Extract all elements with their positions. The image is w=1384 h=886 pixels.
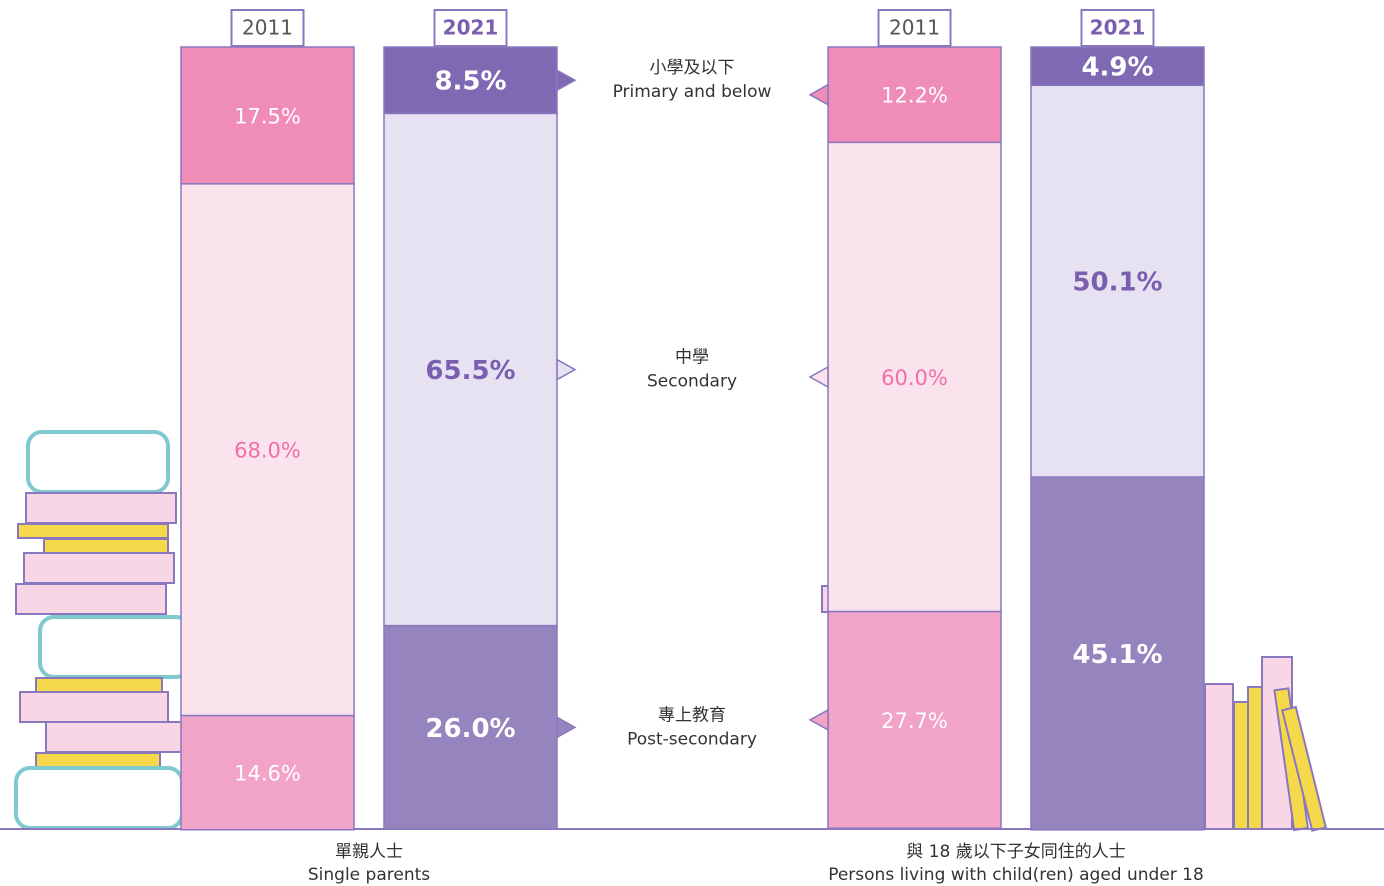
value-label: 60.0% [881, 366, 948, 390]
group-label-en: Single parents [308, 865, 430, 885]
bar-segment [827, 46, 1002, 144]
callout-notch [808, 83, 829, 106]
callout-notch [808, 708, 829, 732]
year-label: 2021 [1090, 16, 1146, 40]
value-label: 27.7% [881, 709, 948, 733]
value-label: 14.6% [234, 762, 301, 786]
year-label: 2011 [889, 16, 940, 40]
year-box [433, 9, 508, 47]
level-label-en: Post-secondary [627, 729, 757, 749]
callout-notch [556, 68, 577, 92]
bar-segment [827, 141, 1002, 613]
value-label: 50.1% [1072, 268, 1162, 298]
group-label-en: Persons living with child(ren) aged unde… [828, 865, 1204, 885]
year-label: 2011 [242, 16, 293, 40]
year-box [230, 9, 305, 47]
year-label: 2021 [443, 16, 499, 40]
value-label: 8.5% [434, 67, 506, 97]
year-box [1080, 9, 1155, 47]
book-decoration [14, 380, 1328, 832]
bar-segment [1030, 476, 1205, 831]
value-label: 12.2% [881, 84, 948, 108]
bar-segment [180, 714, 355, 831]
value-label: 4.9% [1081, 53, 1153, 83]
bar-segment [1030, 46, 1205, 87]
group-label-zh: 與 18 歲以下子女同住的人士 [906, 842, 1125, 862]
group-label-zh: 單親人士 [335, 842, 403, 862]
value-label: 68.0% [234, 439, 301, 463]
bar-segment [180, 46, 355, 185]
value-label: 65.5% [425, 356, 515, 386]
value-label: 17.5% [234, 104, 301, 128]
level-label-en: Secondary [647, 372, 737, 392]
bar-segment [383, 624, 558, 830]
level-label-zh: 中學 [675, 348, 709, 368]
callout-notch [808, 365, 829, 389]
bar-segment [180, 183, 355, 717]
bar-segment [383, 112, 558, 627]
level-label-zh: 專上教育 [658, 705, 726, 725]
callout-notch [556, 716, 577, 739]
bar-segment [827, 610, 1002, 829]
level-label-zh: 小學及以下 [650, 58, 735, 78]
value-label: 26.0% [425, 714, 515, 744]
level-label-en: Primary and below [613, 82, 772, 102]
callout-notch [556, 358, 577, 381]
value-label: 45.1% [1072, 640, 1162, 670]
year-box [877, 9, 952, 47]
